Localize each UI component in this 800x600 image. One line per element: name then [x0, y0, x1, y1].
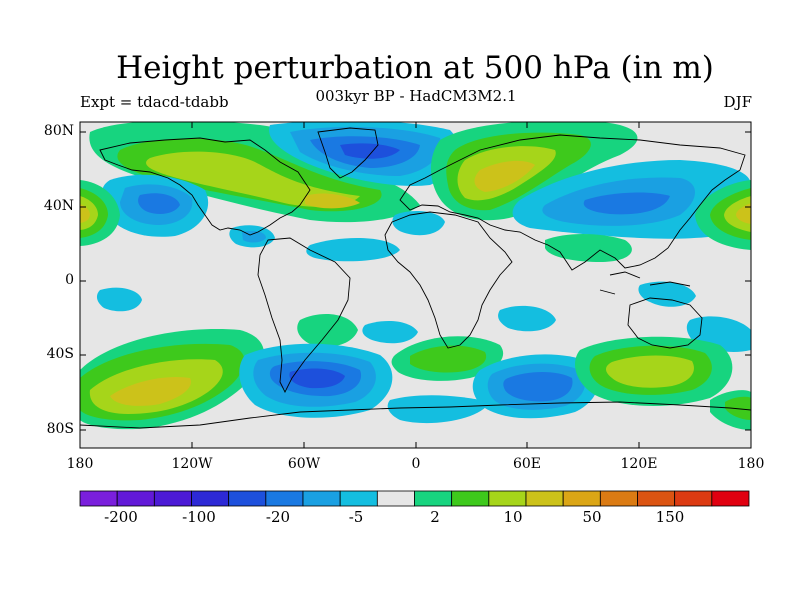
experiment-label: Expt = tdacd-tdabb	[80, 93, 229, 111]
maritime-islands	[599, 271, 691, 295]
colorbar	[79, 490, 750, 507]
antarctica-coast	[80, 401, 751, 429]
eurasia-coast	[399, 134, 746, 271]
colorbar-swatch	[116, 490, 155, 507]
south-indian-negative-core	[503, 372, 573, 402]
season-label: DJF	[723, 93, 752, 111]
colorbar-swatch	[339, 490, 378, 507]
south-africa-positive-core	[410, 345, 487, 373]
australia-coast	[627, 297, 703, 349]
lon-label-120w: 120W	[171, 456, 213, 472]
south-atlantic-positive	[297, 314, 358, 347]
axis-ticks	[80, 122, 751, 448]
colorbar-swatch	[265, 490, 304, 507]
north-america-coast	[99, 137, 311, 236]
colorbar-swatch	[414, 490, 453, 507]
colorbar-swatch	[674, 490, 713, 507]
colorbar-label: -100	[182, 508, 216, 526]
colorbar-swatch	[302, 490, 341, 507]
lat-label-80s: 80S	[46, 421, 74, 437]
figure-title: Height perturbation at 500 hPa (in m)	[116, 50, 714, 86]
figure-subtitle: 003kyr BP - HadCM3M2.1	[315, 87, 517, 105]
colorbar-swatch	[191, 490, 230, 507]
colorbar-swatch	[79, 490, 118, 507]
colorbar-swatch	[562, 490, 601, 507]
colorbar-label: -5	[348, 508, 364, 526]
southern-ocean-positive-inner	[606, 355, 694, 388]
lon-label-120e: 120E	[620, 456, 658, 472]
west-dateline-positive-peak	[80, 204, 90, 223]
south-pacific-positive-peak	[110, 376, 191, 406]
colorbar-label: 10	[503, 508, 523, 526]
eurasia-positive-peak	[474, 160, 535, 192]
colorbar-label: 2	[430, 508, 440, 526]
colorbar-swatch	[599, 490, 638, 507]
colorbar-swatch	[488, 490, 527, 507]
lat-label-0: 0	[65, 272, 74, 288]
north-atlantic-positive-peak	[305, 193, 360, 209]
colorbar-label: 50	[582, 508, 602, 526]
colorbar-swatch	[451, 490, 490, 507]
lon-label-180e: 180	[737, 456, 765, 472]
lon-label-60w: 60W	[287, 456, 321, 472]
colorbar-label: -20	[265, 508, 291, 526]
south-america-negative	[362, 320, 418, 344]
antarctic-negative-strip	[387, 395, 490, 424]
colorbar-label: 150	[655, 508, 685, 526]
lon-label-180w: 180	[66, 456, 94, 472]
africa-coast	[384, 211, 513, 349]
north-atlantic-positive-inner	[146, 151, 360, 207]
lat-label-40n: 40N	[43, 198, 74, 214]
asia-negative-core	[583, 192, 670, 215]
east-dateline-positive-peak	[736, 203, 751, 224]
pacific-negative-peak	[138, 193, 180, 214]
pacific-tropical-negative	[96, 287, 142, 312]
south-america-coast	[257, 237, 351, 394]
indo-pacific-negative	[638, 281, 696, 307]
lon-label-60e: 60E	[512, 456, 542, 472]
greenland-coast	[317, 127, 379, 179]
colorbar-label: -200	[104, 508, 138, 526]
lat-label-80n: 80N	[43, 123, 74, 139]
colorbar-swatch	[711, 490, 750, 507]
atlantic-tropical-negative	[306, 238, 400, 262]
lon-label-0: 0	[411, 456, 421, 472]
colorbar-swatch	[637, 490, 676, 507]
south-atlantic-negative-peak	[289, 368, 345, 389]
arctic-negative-peak	[340, 143, 400, 159]
colorbar-swatch	[525, 490, 564, 507]
contour-field	[80, 122, 751, 448]
colorbar-swatch	[376, 490, 415, 507]
lat-label-40s: 40S	[46, 346, 74, 362]
coastlines	[80, 127, 751, 429]
colorbar-swatch	[153, 490, 192, 507]
colorbar-swatch	[228, 490, 267, 507]
south-indian-negative-west	[498, 305, 556, 332]
